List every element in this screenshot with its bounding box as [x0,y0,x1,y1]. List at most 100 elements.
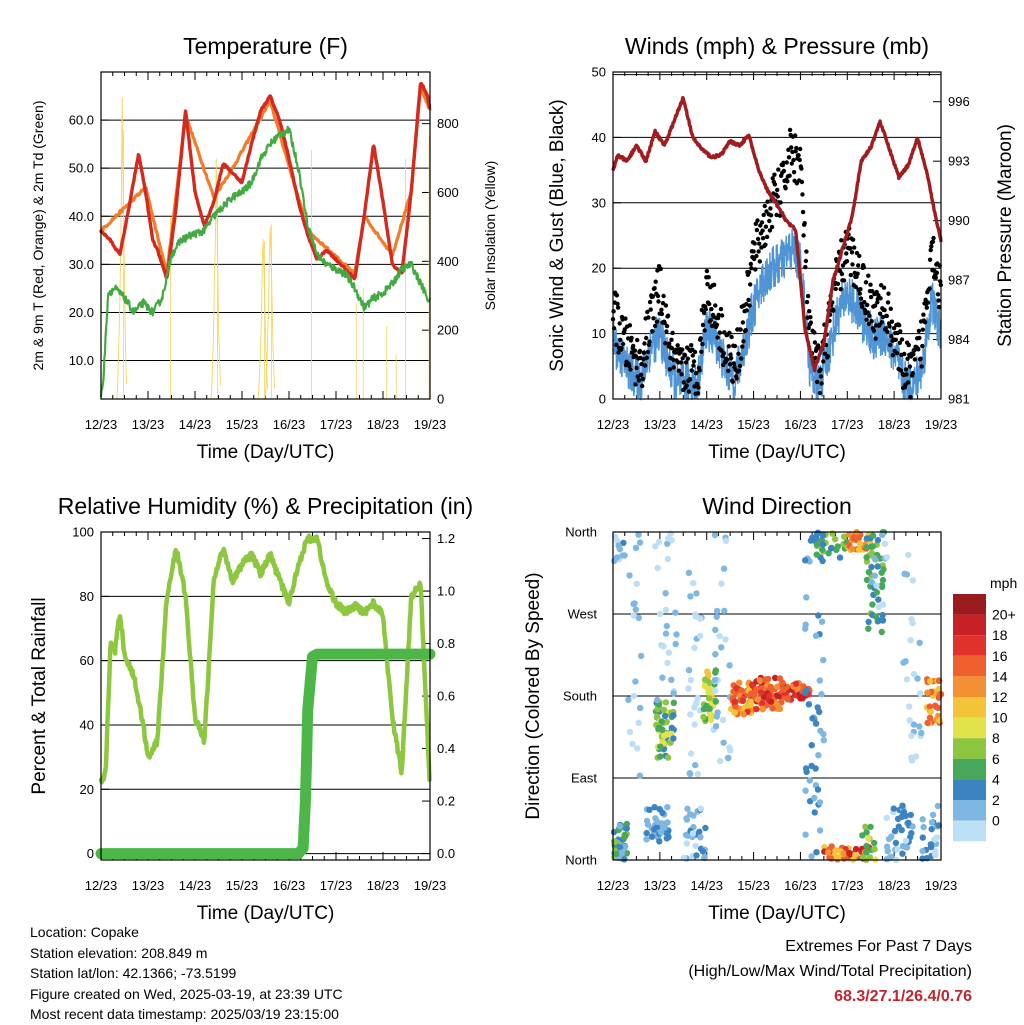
direction-point [894,846,901,853]
direction-point [805,701,813,708]
direction-point [662,630,670,637]
gust-point [695,382,700,387]
chart-title-3: Wind Direction [702,493,852,519]
gust-point [883,326,888,331]
direction-point [664,754,672,761]
direction-point [747,701,754,708]
x-tick-label-3: 13/23 [644,878,677,893]
direction-point [813,849,820,856]
gust-point [934,270,940,275]
direction-point [682,831,690,839]
direction-point [905,703,913,710]
direction-point [865,569,873,576]
direction-point [630,600,637,608]
gust-point [888,342,893,348]
direction-point [722,537,730,544]
direction-point [919,847,926,855]
gust-point [857,291,862,296]
y-tick-label-2: 40 [80,717,94,732]
direction-point [871,839,878,847]
direction-point [884,847,891,855]
gust-point [791,170,797,175]
gust-point [640,376,645,382]
direction-point [685,667,693,674]
y-tick-label-1: 20 [592,261,606,276]
gust-point [894,350,900,356]
direction-point [652,543,659,550]
gust-point [641,350,647,355]
gust-point [618,337,623,343]
plot-border-2 [100,531,431,861]
x-tick-label-2: 19/23 [414,878,447,893]
direction-point [759,706,766,713]
gust-point [881,285,887,290]
direction-point [657,753,664,760]
gust-point [793,133,798,138]
direction-point [726,662,733,669]
direction-point [862,823,869,830]
gust-point [738,327,743,332]
gust-point [661,293,666,299]
direction-point [900,809,908,816]
legend-label: 0 [992,813,1000,829]
gust-point [927,257,933,262]
y-tick-label-2: 0 [87,846,94,861]
direction-point [927,708,934,716]
gust-point [862,300,867,305]
y-tick-label-3: North [565,853,597,868]
direction-point [713,713,720,720]
direction-point [818,691,825,698]
gust-point [760,236,766,241]
direction-point [672,640,679,648]
gust-point [759,220,765,225]
direction-point [883,554,891,561]
gust-point [858,296,864,301]
gust-point [627,363,632,369]
direction-point [784,695,791,703]
direction-point [635,719,642,726]
direction-point [819,557,826,565]
direction-point [739,697,747,704]
direction-point [654,696,661,704]
direction-point [919,834,926,841]
gust-point [807,309,812,314]
gust-point [839,271,845,277]
legend-label: 6 [992,751,1000,767]
gust-point [703,307,708,312]
gust-point [888,306,893,311]
direction-point [662,590,669,597]
x-tick-label-1: 19/23 [925,417,958,432]
gust-point [700,322,706,328]
direction-point [814,704,821,711]
direction-point [689,830,697,837]
direction-point [713,607,721,615]
direction-point [619,849,626,856]
gust-point [831,308,836,313]
direction-point [836,554,844,561]
direction-point [833,546,840,553]
gust-point [802,221,807,226]
direction-point [916,639,923,646]
gust-point [812,340,818,345]
y2-axis-label-0: Solar Insolation (Yellow) [482,161,498,311]
gust-point [744,308,749,313]
direction-point [803,594,810,601]
direction-point [863,829,870,836]
direction-point [819,546,826,553]
direction-point [820,656,827,664]
gust-point [685,356,690,361]
gust-point [665,313,671,318]
gust-point [924,305,929,310]
gust-point [671,365,676,370]
direction-point [932,702,939,709]
station-info: Location: Copake Station elevation: 208.… [30,922,343,1025]
direction-point [812,632,820,639]
gust-point [647,299,653,305]
gust-point [897,340,902,345]
gust-point [848,272,853,278]
direction-point [871,555,878,562]
direction-point [816,799,824,806]
gust-point [615,301,620,307]
gust-point [899,337,905,342]
direction-point [664,555,671,563]
